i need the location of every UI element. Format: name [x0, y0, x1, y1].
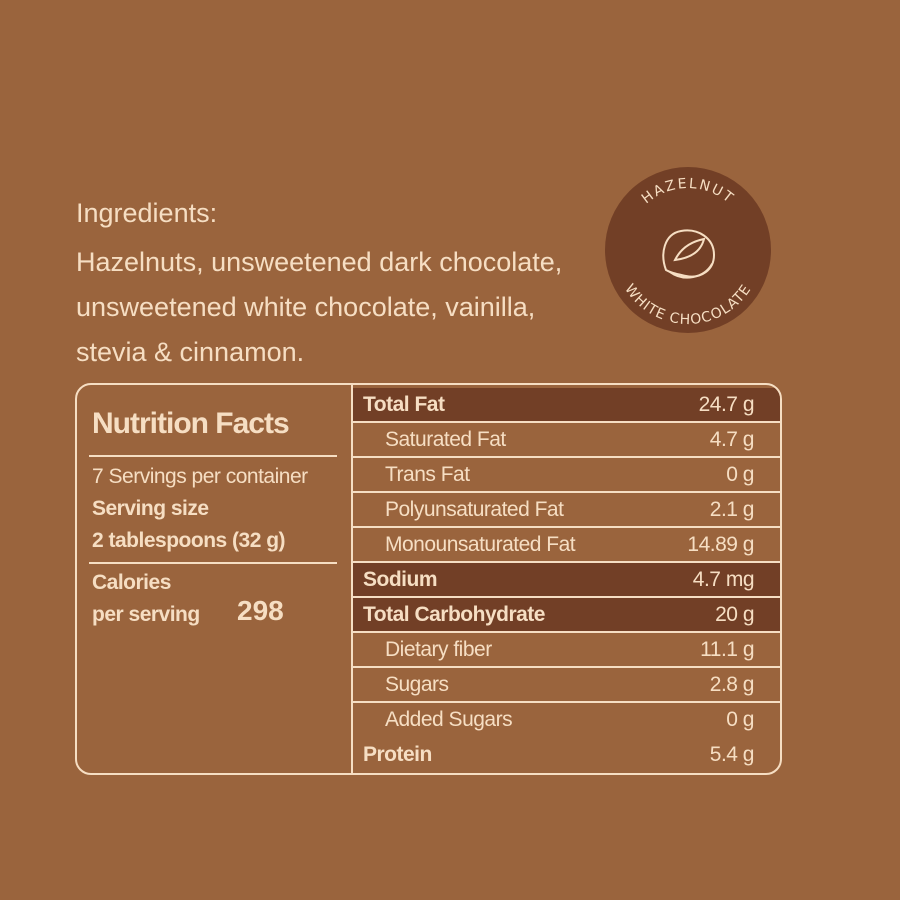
serving-size-value: 2 tablespoons (32 g)	[92, 529, 286, 552]
nutrient-row: Monounsaturated Fat 14.89 g	[353, 528, 780, 563]
nutrient-value: 24.7 g	[698, 393, 755, 416]
ingredients-block: Hazelnuts, unsweetened dark chocolate, u…	[76, 240, 776, 375]
nutrient-row: Total Carbohydrate 20 g	[353, 598, 780, 633]
calories-per-serving-label: per serving	[92, 603, 200, 626]
nutrient-value: 20 g	[715, 603, 754, 626]
nutrient-label: Sugars	[385, 673, 449, 696]
nutrient-row: Total Fat 24.7 g	[353, 388, 780, 423]
nutrient-row: Trans Fat 0 g	[353, 458, 780, 493]
nutrient-row: Protein 5.4 g	[353, 738, 780, 773]
ingredients-text: Hazelnuts, unsweetened dark chocolate, u…	[76, 247, 563, 367]
nutrient-value: 0 g	[726, 463, 754, 486]
nutrient-value: 11.1 g	[700, 638, 754, 661]
nutrient-label: Total Fat	[363, 393, 445, 416]
calories-label: Calories	[92, 571, 171, 594]
nutrient-label: Trans Fat	[385, 463, 470, 486]
nutrient-row: Sodium 4.7 mg	[353, 563, 780, 598]
nutrient-value: 2.8 g	[709, 673, 755, 696]
nutrient-label: Polyunsaturated Fat	[385, 498, 564, 521]
nutrient-row: Polyunsaturated Fat 2.1 g	[353, 493, 780, 528]
nutrient-value: 0 g	[726, 708, 754, 731]
nutrient-label: Dietary fiber	[385, 638, 492, 661]
nutrient-label: Monounsaturated Fat	[385, 533, 576, 556]
nutrient-label: Total Carbohydrate	[363, 603, 545, 626]
nutrient-value: 2.1 g	[709, 498, 755, 521]
hazelnut-icon	[662, 229, 716, 279]
calories-value: 298	[237, 595, 284, 626]
nutrient-label: Added Sugars	[385, 708, 513, 731]
hazelnut-white-chocolate-badge: HAZELNUT WHITE CHOCOLATE	[605, 167, 771, 333]
nutrient-value: 14.89 g	[687, 533, 754, 556]
nutrient-table: Total Fat 24.7 g Saturated Fat 4.7 g Trans…	[353, 388, 780, 773]
divider	[89, 455, 337, 457]
nutrient-label: Protein	[363, 743, 432, 766]
nutrition-summary: Nutrition Facts 7 Servings per container…	[77, 385, 353, 773]
nutrient-row: Sugars 2.8 g	[353, 668, 780, 703]
nutrient-value: 4.7 mg	[692, 568, 755, 591]
nutrient-label: Sodium	[363, 568, 438, 591]
ingredients-title: Ingredients:	[76, 198, 218, 228]
nutrient-value: 5.4 g	[709, 743, 755, 766]
nutrient-value: 4.7 g	[709, 428, 755, 451]
serving-size-label: Serving size	[92, 497, 209, 520]
nutrient-row: Dietary fiber 11.1 g	[353, 633, 780, 668]
nutrient-row: Added Sugars 0 g	[353, 703, 780, 738]
divider	[89, 562, 337, 564]
nutrient-label: Saturated Fat	[385, 428, 506, 451]
servings-per-container: 7 Servings per container	[92, 465, 308, 488]
nutrition-facts-panel: Nutrition Facts 7 Servings per container…	[75, 383, 782, 775]
nutrition-facts-title: Nutrition Facts	[92, 407, 290, 440]
nutrient-row: Saturated Fat 4.7 g	[353, 423, 780, 458]
